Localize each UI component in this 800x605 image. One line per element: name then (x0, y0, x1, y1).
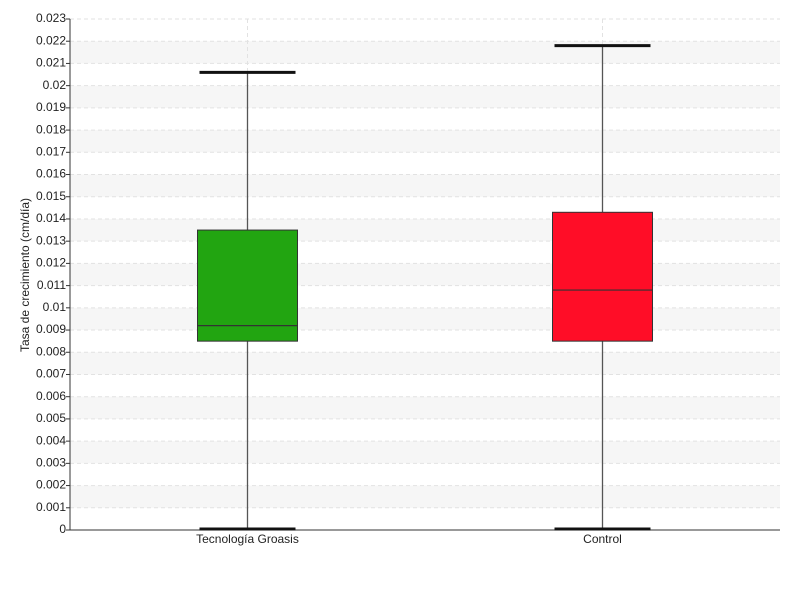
y-tick-label: 0.018 (36, 122, 66, 136)
x-tick-label: Tecnología Groasis (196, 532, 299, 546)
y-tick-label: 0.022 (36, 33, 66, 47)
y-tick-label: 0.011 (37, 278, 66, 292)
y-axis-label: Tasa de crecimiento (cm/día) (18, 198, 32, 352)
grid-band (70, 352, 780, 375)
y-tick-label: 0.005 (36, 411, 66, 425)
y-tick-label: 0 (59, 522, 66, 536)
y-tick-label: 0.01 (43, 300, 67, 314)
grid-band (70, 130, 780, 153)
y-tick-label: 0.021 (36, 56, 66, 70)
y-tick-label: 0.003 (36, 456, 66, 470)
grid-band (70, 485, 780, 508)
y-tick-label: 0.006 (36, 389, 66, 403)
y-tick-label: 0.016 (36, 167, 66, 181)
y-tick-label: 0.013 (36, 233, 66, 247)
grid-band (70, 441, 780, 464)
y-tick-label: 0.019 (36, 100, 66, 114)
y-tick-label: 0.002 (36, 478, 66, 492)
box (197, 229, 298, 342)
grid-band (70, 307, 780, 331)
grid-band (70, 174, 780, 197)
box (552, 211, 653, 342)
grid-band (70, 218, 780, 242)
grid-band (70, 85, 780, 108)
y-tick-label: 0.017 (36, 144, 66, 158)
grid-band (70, 41, 780, 64)
y-tick-label: 0.015 (36, 189, 66, 203)
y-tick-label: 0.004 (36, 433, 66, 447)
y-tick-label: 0.008 (36, 344, 66, 358)
y-tick-label: 0.007 (36, 367, 66, 381)
y-tick-label: 0.012 (36, 256, 66, 270)
x-tick-label: Control (583, 532, 622, 546)
grid-band (70, 396, 780, 419)
y-tick-label: 0.001 (36, 500, 66, 514)
y-tick-label: 0.023 (36, 11, 66, 25)
y-tick-label: 0.009 (36, 322, 66, 336)
y-tick-label: 0.014 (36, 211, 66, 225)
grid-band (70, 263, 780, 286)
y-tick-label: 0.02 (43, 78, 67, 92)
